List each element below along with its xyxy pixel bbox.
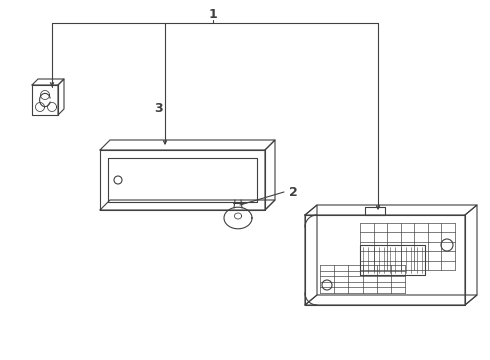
Text: 1: 1 [209, 8, 218, 21]
Text: 2: 2 [289, 185, 297, 198]
Text: 3: 3 [154, 102, 162, 114]
